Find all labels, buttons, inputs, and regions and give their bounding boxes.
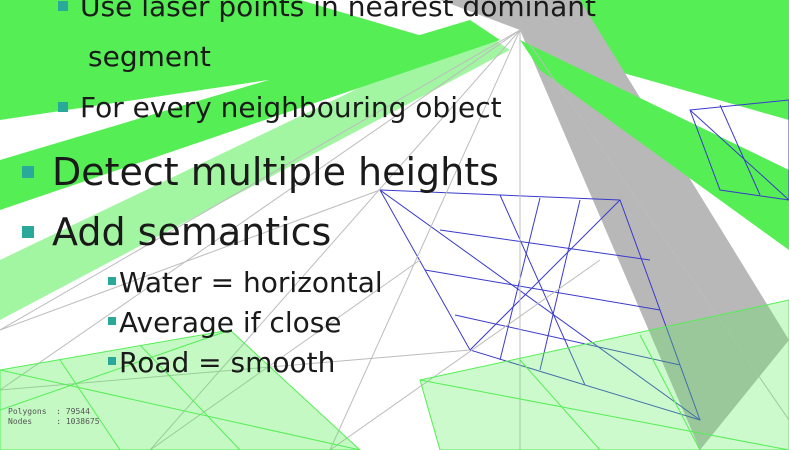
nodes-value: : 1038675 [56, 417, 100, 426]
gray-road-vertical [440, 0, 789, 450]
bullet-marker-icon [58, 102, 68, 112]
bullet-marker-icon [22, 165, 34, 178]
bullet-text: Road = smooth [119, 346, 336, 379]
blue-mesh-region [379, 99, 789, 421]
bullet-text: Average if close [119, 306, 342, 339]
bullet-text: segment [88, 40, 211, 73]
bullet-add-semantics: Add semantics [22, 210, 331, 254]
bullet-text: Water = horizontal [119, 266, 383, 299]
bullet-for-every-neighbouring-object: For every neighbouring object [58, 91, 502, 124]
bullet-marker-icon [108, 357, 116, 365]
bullet-text: For every neighbouring object [80, 91, 502, 124]
polygons-stat: Polygons : 79544 [8, 407, 100, 417]
green-mesh-bottom [0, 299, 789, 450]
bullet-average-if-close: Average if close [108, 306, 342, 339]
bullet-use-laser-points: Use laser points in nearest dominant [58, 0, 596, 23]
bullet-water-horizontal: Water = horizontal [108, 266, 383, 299]
bullet-detect-multiple-heights: Detect multiple heights [22, 150, 499, 194]
mesh-statistics-overlay: Polygons : 79544 Nodes : 1038675 [8, 407, 100, 427]
gray-mesh-lines [0, 29, 789, 450]
green-mesh-band-diagonal [0, 20, 789, 320]
nodes-stat: Nodes : 1038675 [8, 417, 100, 427]
green-mesh-band-top-left [0, 0, 470, 120]
bullet-marker-icon [108, 317, 116, 325]
bullet-text: Add semantics [52, 210, 332, 254]
nodes-label: Nodes [8, 417, 33, 426]
bullet-marker-icon [22, 225, 34, 238]
polygons-value: : 79544 [56, 407, 90, 416]
polygons-label: Polygons [8, 407, 47, 416]
bullet-road-smooth: Road = smooth [108, 346, 335, 379]
bullet-marker-icon [58, 1, 68, 11]
bullet-use-laser-points-continuation: segment [88, 40, 211, 73]
bullet-marker-icon [108, 277, 116, 285]
bullet-text: Use laser points in nearest dominant [80, 0, 597, 23]
bullet-text: Detect multiple heights [52, 150, 499, 194]
